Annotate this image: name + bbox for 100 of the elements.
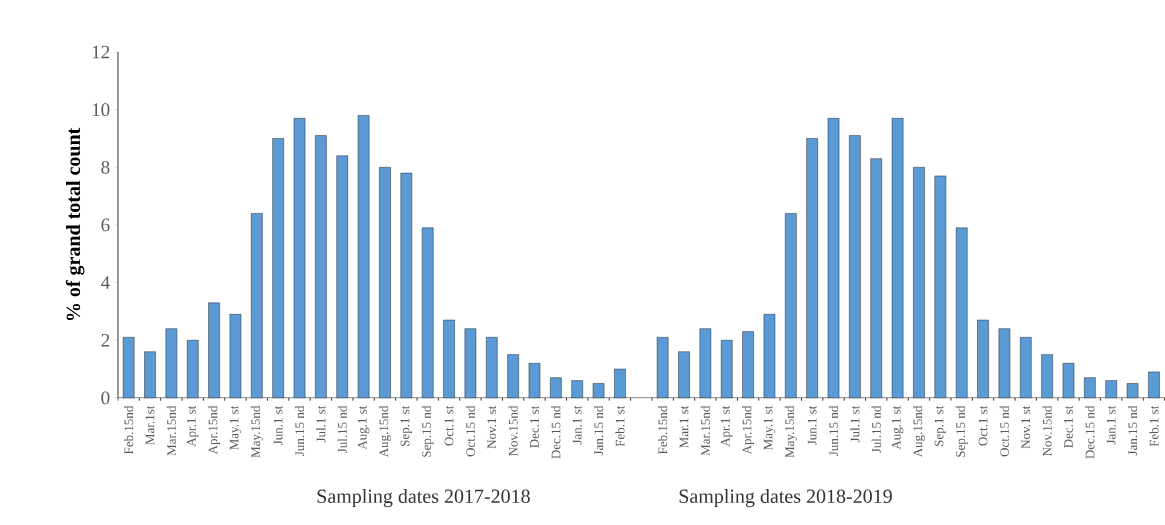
x-tick-label: Apr.1 st [721, 405, 733, 447]
x-tick-label: Dec.1 st [1064, 405, 1073, 448]
x-tick-label: Mar.15nd [166, 405, 176, 456]
bar [720, 340, 733, 399]
bar [550, 377, 562, 399]
x-tick-label: Oct.15 nd [465, 405, 476, 457]
x-tick-label: Jun.1 st [807, 405, 817, 446]
x-tick-label: Apr.15nd [742, 405, 754, 455]
x-tick-label: Oct.15 nd [999, 405, 1010, 457]
y-tick-label: 10 [92, 103, 110, 117]
x-tick-label: Aug.1 st [891, 405, 904, 450]
x-tick-label: Jun.1 st [273, 405, 283, 446]
y-tick-label: 4 [101, 276, 110, 289]
x-tick-label: Feb.1 st [1149, 405, 1159, 447]
x-tick-label: May.1 st [763, 405, 776, 451]
x-tick-label: Jul.1 st [316, 405, 326, 443]
x-tick-label: Aug.1 st [357, 405, 370, 450]
x-tick-label: Mar.15nd [700, 405, 710, 456]
bar [934, 175, 947, 399]
bar [379, 167, 391, 399]
bar [678, 351, 690, 399]
x-tick-label: Dec.15 nd [1085, 405, 1095, 459]
bar [1041, 354, 1053, 399]
bar [357, 115, 370, 399]
x-tick-label: Jul.15 nd [337, 405, 347, 454]
x-tick-label: Nov.15nd [508, 405, 518, 457]
bar [186, 340, 199, 399]
y-axis-title: % of grand total count [65, 127, 85, 321]
bar [1084, 377, 1096, 399]
bar [1105, 380, 1117, 399]
bar [1062, 363, 1075, 399]
x-tick-label: Nov.1 st [1021, 405, 1031, 449]
bar [699, 328, 712, 399]
y-tick-label: 2 [101, 334, 110, 347]
bar [122, 337, 135, 399]
bar [486, 337, 498, 399]
x-tick-label: Jul.15 nd [871, 405, 881, 454]
bar [614, 368, 626, 399]
x-tick-label: Feb.15nd [124, 405, 134, 455]
x-tick-label: Jun.15 nd [828, 405, 839, 457]
bar [464, 328, 477, 399]
y-tick-label: 8 [101, 160, 110, 174]
x-tick-label: Feb.15nd [658, 405, 668, 455]
x-tick-label: Jun.15 nd [294, 405, 305, 457]
x-tick-label: Oct.1 st [444, 405, 454, 446]
bar [528, 363, 541, 399]
x-tick-label: May.15nd [250, 405, 263, 458]
x-tick-label: Feb.1 st [615, 405, 625, 447]
text: Sampling dates 2018-2019 [679, 489, 892, 508]
bar [592, 383, 605, 399]
x-tick-label: Oct.1 st [978, 405, 988, 446]
bar [507, 354, 519, 399]
bar [1148, 371, 1160, 399]
bar [421, 227, 434, 399]
bar [806, 138, 818, 399]
x-tick-label: Nov.15nd [1042, 405, 1052, 457]
bar [870, 158, 882, 399]
x-tick-label: Nov.1 st [487, 405, 497, 449]
bar [165, 328, 178, 399]
bar [656, 337, 669, 399]
x-tick-label: Apr.15nd [208, 405, 220, 455]
bar [977, 319, 989, 399]
x-tick-label: Mar.1st [145, 405, 155, 445]
y-tick-label: 0 [101, 391, 110, 405]
bar [785, 213, 797, 399]
x-tick-label: Sep.1 st [934, 405, 947, 447]
bar [955, 227, 968, 399]
bar [998, 328, 1011, 399]
bar [849, 135, 861, 399]
bar [1126, 383, 1139, 399]
bar [315, 135, 327, 399]
bar [272, 138, 284, 399]
x-tick-label: Jan.1 st [572, 405, 582, 445]
bar [336, 155, 348, 399]
y-tick-label: 12 [92, 45, 110, 59]
bar [400, 172, 413, 399]
bar [208, 302, 220, 399]
x-tick-label: Jan.1 st [1106, 405, 1116, 445]
x-tick-label: Sep.15 nd [955, 405, 968, 457]
x-tick-label: Dec.15 nd [551, 405, 561, 459]
bar [1020, 337, 1032, 399]
bar [913, 167, 925, 399]
x-tick-label: May.15nd [784, 405, 797, 458]
bar [827, 118, 840, 399]
x-tick-label: Sep.1 st [400, 405, 413, 447]
bar [443, 319, 455, 399]
bar [571, 380, 583, 399]
x-tick-label: Jul.1 st [850, 405, 860, 443]
y-tick-label: 6 [101, 218, 110, 232]
x-tick-label: Dec.1 st [530, 405, 539, 448]
x-tick-label: Mar.1 st [679, 405, 689, 448]
bar [891, 118, 904, 399]
x-tick-label: Jan.15 nd [1127, 405, 1138, 456]
bar [742, 331, 754, 399]
text: Sampling dates 2017-2018 [317, 489, 530, 508]
x-tick-label: Jan.15 nd [593, 405, 604, 456]
bar [144, 351, 156, 399]
x-tick-label: Aug.15nd [379, 405, 391, 458]
x-tick-label: Aug.15nd [913, 405, 925, 458]
x-tick-label: Sep.15 nd [421, 405, 434, 457]
